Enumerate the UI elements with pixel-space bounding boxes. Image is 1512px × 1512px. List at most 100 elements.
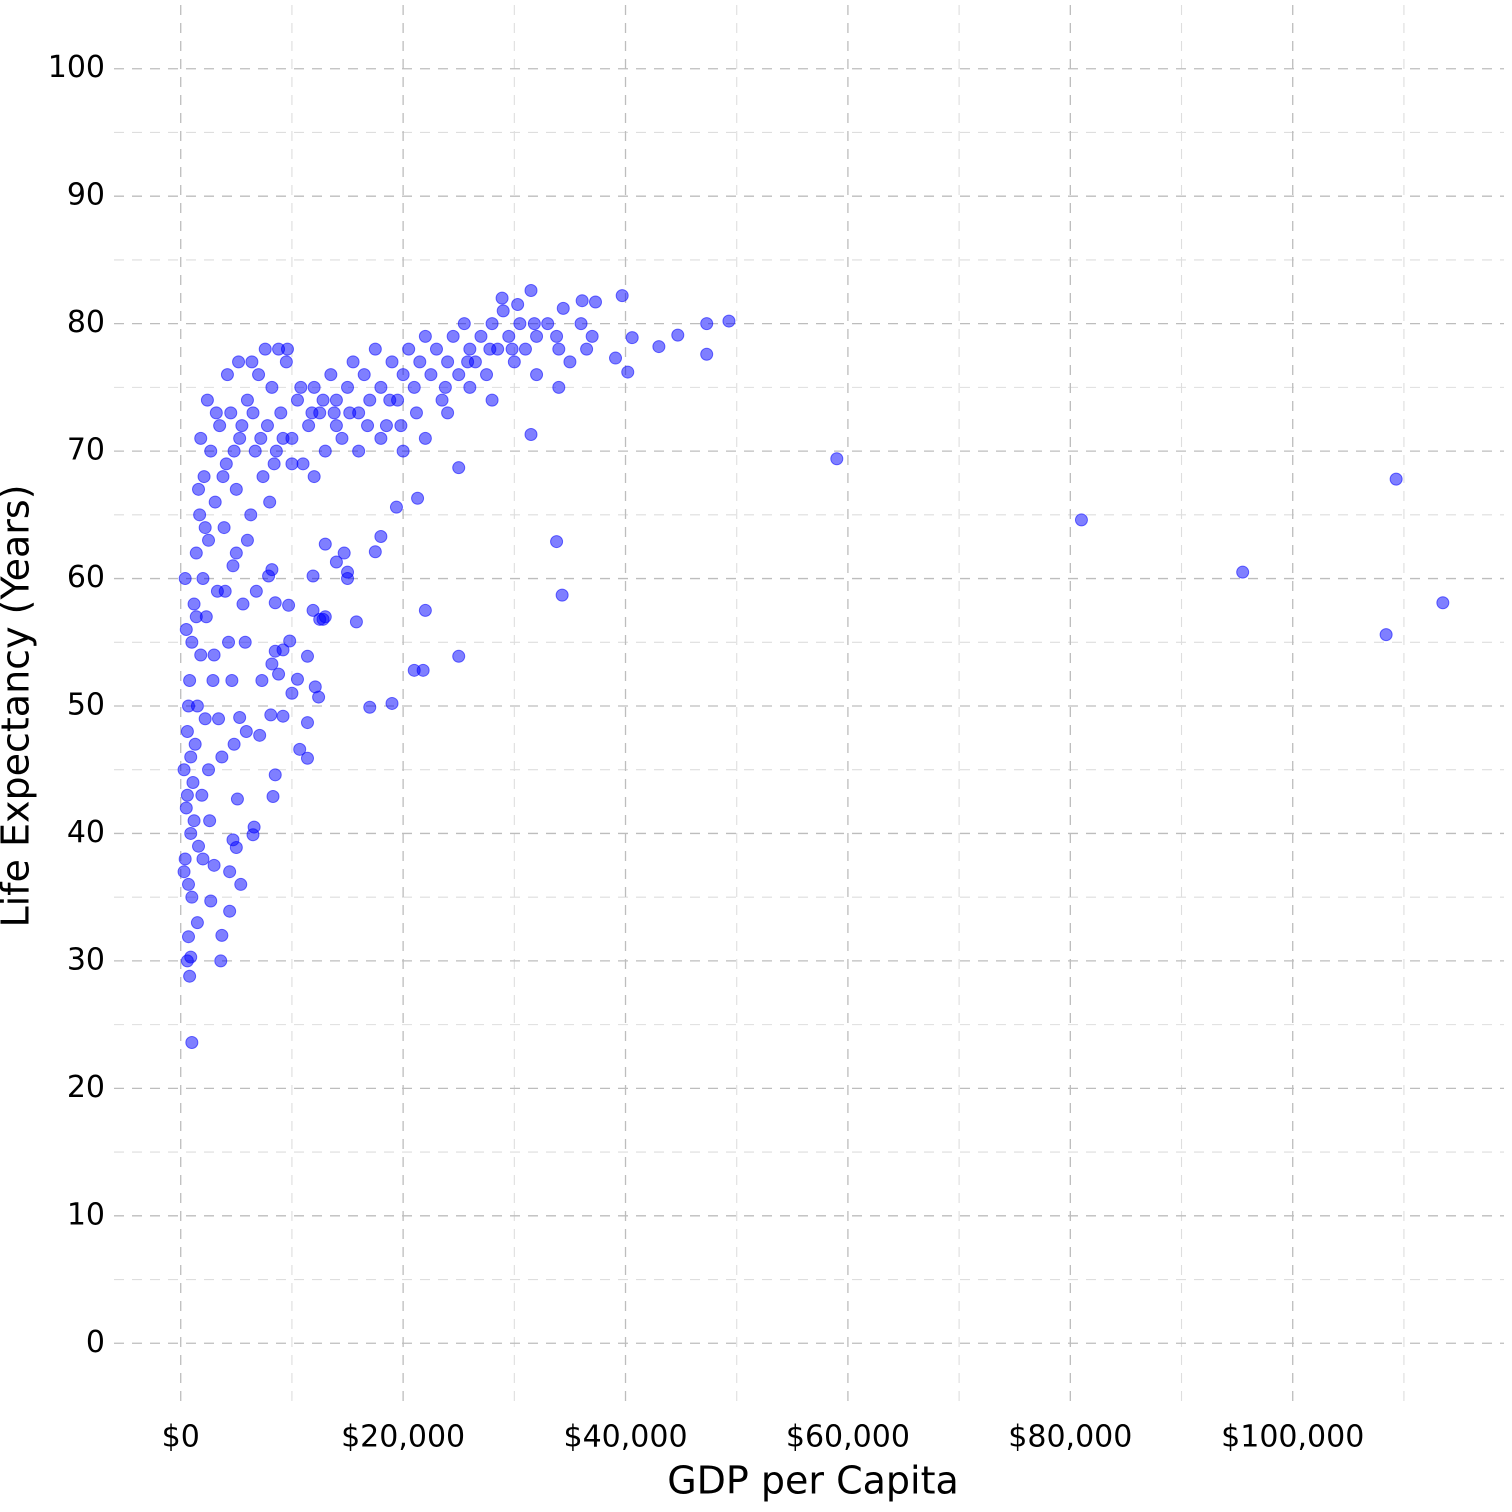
point [265,657,279,671]
y-tick-label: 100 [48,50,105,85]
point [329,393,343,407]
point [615,289,629,303]
point [418,603,432,617]
x-tick-label: $100,000 [1221,1420,1364,1455]
point [411,491,425,505]
point [300,751,314,765]
point [556,301,570,315]
point [229,482,243,496]
point [269,444,283,458]
point [256,470,270,484]
point [335,431,349,445]
point [363,393,377,407]
point [235,419,249,433]
point [416,663,430,677]
point [363,700,377,714]
point [190,916,204,930]
point [188,737,202,751]
point [268,596,282,610]
point [316,393,330,407]
point [830,452,844,466]
point [189,546,203,560]
point [435,393,449,407]
x-tick-label: $80,000 [1008,1420,1132,1455]
point [285,457,299,471]
point [285,686,299,700]
point [185,890,199,904]
point [1236,565,1250,579]
point [177,763,191,777]
point [341,380,355,394]
point [185,635,199,649]
point [263,495,277,509]
point [296,457,310,471]
point [230,792,244,806]
point [182,877,196,891]
point [249,584,263,598]
point [552,380,566,394]
point [463,380,477,394]
point [233,710,247,724]
point [461,355,475,369]
point [183,674,197,688]
y-tick-label: 80 [67,305,105,340]
point [192,482,206,496]
point [324,368,338,382]
point [452,368,466,382]
point [518,342,532,356]
point [208,495,222,509]
point [215,928,229,942]
point [394,419,408,433]
point [272,667,286,681]
point [260,419,274,433]
point [233,431,247,445]
point [227,737,241,751]
point [226,833,240,847]
point [220,368,234,382]
point [671,328,685,342]
point [293,742,307,756]
point [290,672,304,686]
point [283,634,297,648]
point [266,789,280,803]
y-tick-label: 10 [67,1197,105,1232]
point [282,598,296,612]
point [480,368,494,382]
point [245,355,259,369]
point [368,342,382,356]
point [588,295,602,309]
point [206,674,220,688]
point [182,699,196,713]
point [505,342,519,356]
point [182,930,196,944]
point [179,623,193,637]
point [218,584,232,598]
point [276,709,290,723]
point [389,500,403,514]
point [327,406,341,420]
point [184,750,198,764]
point [329,555,343,569]
point [625,331,639,345]
point [274,406,288,420]
point [246,828,260,842]
point [204,894,218,908]
point [236,597,250,611]
point [541,317,555,331]
point [396,368,410,382]
point [215,750,229,764]
point [524,283,538,297]
point [530,368,544,382]
point [1436,596,1450,610]
point [268,644,282,658]
point [1379,628,1393,642]
point [413,355,427,369]
point [383,393,397,407]
point [214,954,228,968]
point [1074,513,1088,527]
point [349,615,363,629]
point [368,545,382,559]
point [184,826,198,840]
point [306,569,320,583]
point [452,649,466,663]
